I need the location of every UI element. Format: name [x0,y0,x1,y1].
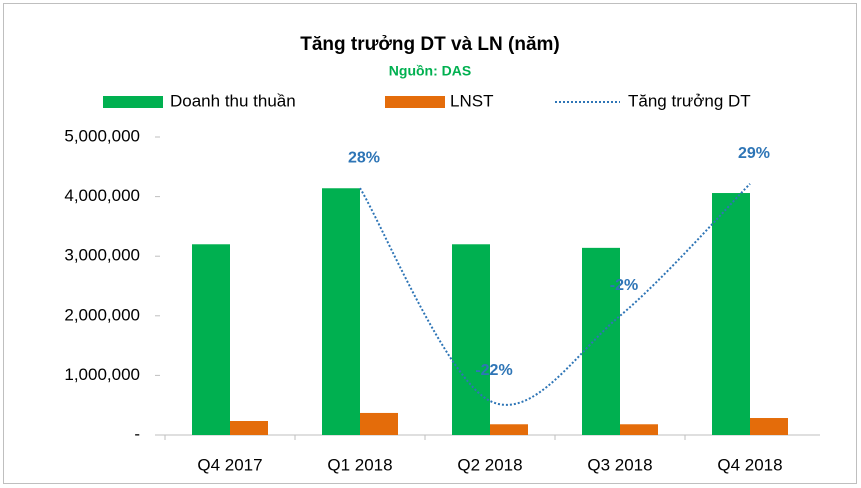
bar [490,424,528,435]
bar [750,418,788,435]
bar [452,244,490,435]
legend-label: Tăng trưởng DT [628,91,751,110]
data-label: -2% [610,277,638,294]
x-tick-label: Q2 2018 [457,455,522,474]
bar [712,193,750,435]
bar [322,188,360,435]
y-tick-label: 2,000,000 [64,305,140,324]
bar [192,244,230,435]
legend-swatch [103,96,163,108]
bar [620,424,658,435]
data-label: 29% [738,145,770,162]
bar [582,247,620,435]
data-label: 28% [348,149,380,166]
bar [230,420,268,435]
x-tick-label: Q3 2018 [587,455,652,474]
chart-subtitle: Nguồn: DAS [389,63,471,79]
legend-label: LNST [450,91,493,110]
y-tick-label: 5,000,000 [64,126,140,145]
x-tick-label: Q1 2018 [327,455,392,474]
x-tick-label: Q4 2017 [197,455,262,474]
legend-swatch [385,96,445,108]
y-tick-label: - [134,424,140,443]
legend-label: Doanh thu thuần [170,91,296,110]
y-tick-label: 3,000,000 [64,246,140,265]
data-label: -22% [475,362,512,379]
y-tick-label: 4,000,000 [64,186,140,205]
bar [360,412,398,435]
chart-title: Tăng trưởng DT và LN (năm) [300,34,560,55]
x-tick-label: Q4 2018 [717,455,782,474]
y-tick-label: 1,000,000 [64,365,140,384]
